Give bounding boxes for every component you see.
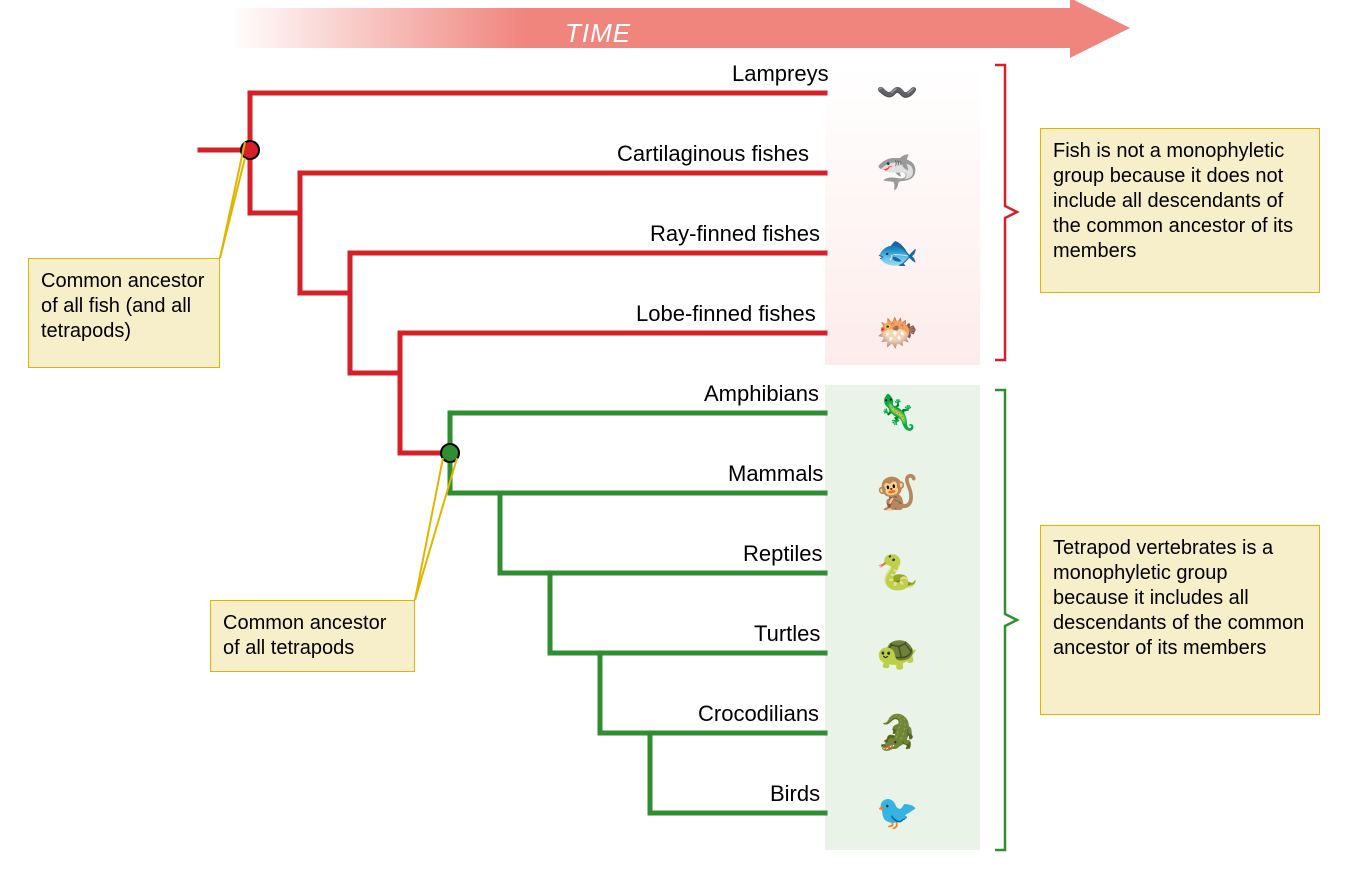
diagram-stage: TIME Lampreys〰️Cartilaginous fishes🦈Ray-… [0,0,1350,879]
callout-leaders [0,0,1350,879]
